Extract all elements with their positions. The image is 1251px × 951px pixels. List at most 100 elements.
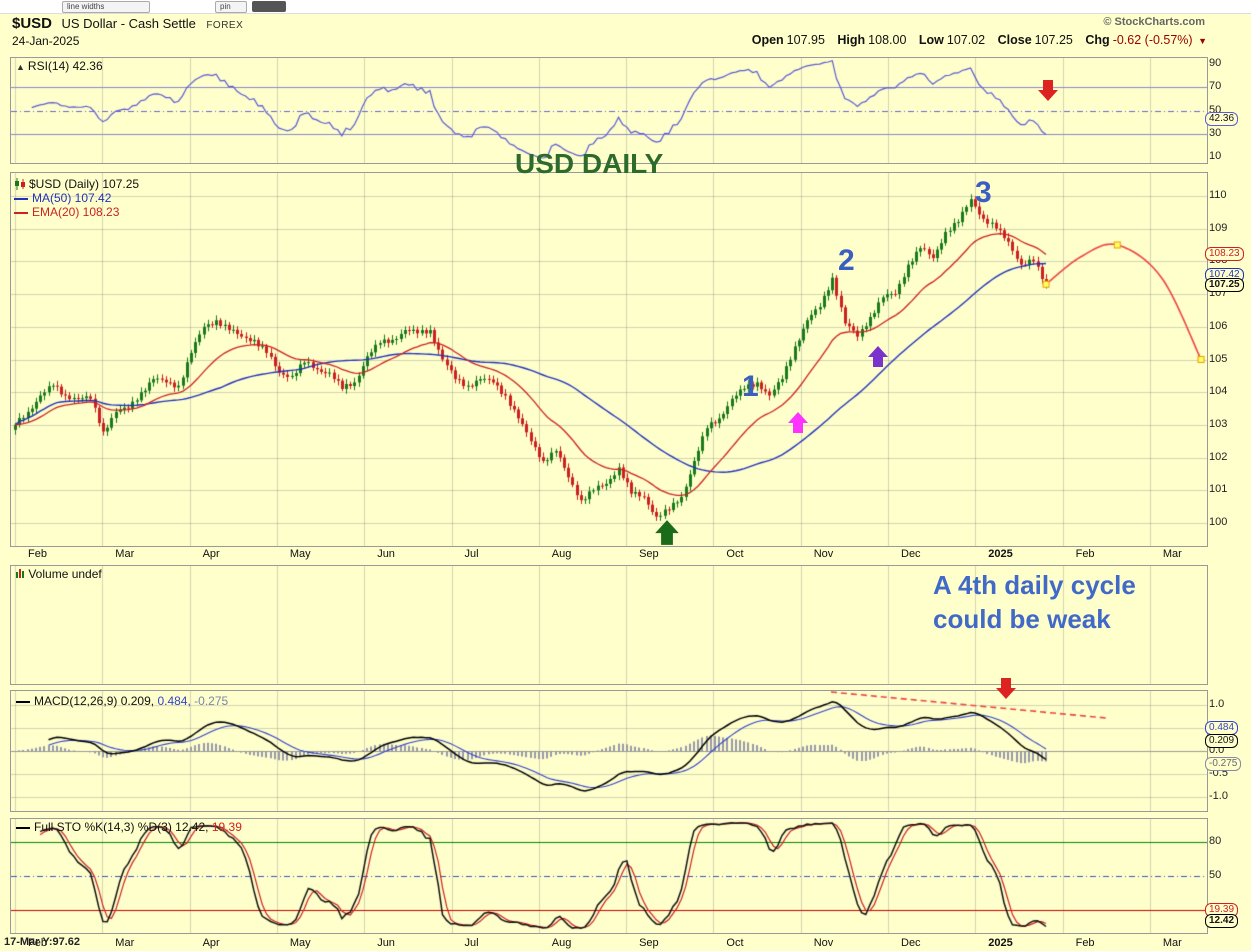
magenta-up-arrow-annotation[interactable] — [788, 412, 808, 433]
close-value: 107.25 — [1034, 33, 1073, 47]
month-label: 2025 — [988, 937, 1013, 949]
price-legend-symbol: $USD (Daily) 107.25 — [14, 177, 139, 191]
stockcharts-credit-link[interactable]: © StockCharts.com — [1103, 16, 1205, 28]
ema-line-swatch — [14, 211, 28, 214]
macd-signal-badge: 0.484 — [1205, 721, 1239, 735]
price-legend-label: $USD (Daily) 107.25 — [29, 177, 140, 191]
month-label: Mar — [115, 548, 135, 560]
month-label: Dec — [901, 937, 921, 949]
rsi-value-badge: 42.36 — [1205, 112, 1239, 126]
month-label: Dec — [901, 548, 921, 560]
rsi-legend: ▲ RSI(14) 42.36 — [16, 59, 103, 73]
quote-row: Open 107.95 High 108.00 Low 107.02 Close 107… — [743, 33, 1207, 47]
month-label: Oct — [726, 937, 744, 949]
purple-up-arrow-annotation[interactable] — [868, 346, 888, 367]
cycle-note-annotation[interactable]: A 4th daily cycle could be weak — [933, 568, 1136, 636]
red-down-arrow-macd-annotation[interactable] — [996, 678, 1016, 699]
macd-legend: MACD(12,26,9) 0.209, 0.484, -0.275 — [16, 694, 228, 708]
macd-line-swatch — [16, 700, 30, 703]
month-label: Jun — [377, 548, 395, 560]
sto-d-value: 19.39 — [211, 820, 242, 834]
ema-legend-label: EMA(20) 108.23 — [32, 205, 120, 219]
axis-label: -1.0 — [1209, 790, 1228, 803]
line-widths-dropdown[interactable]: line widths — [62, 1, 150, 13]
month-label: Mar — [1162, 937, 1182, 949]
high-value: 108.00 — [868, 33, 907, 47]
month-label: Mar — [1162, 548, 1182, 560]
ma-line-swatch — [14, 197, 28, 200]
open-label: Open — [751, 33, 784, 47]
month-label: 2025 — [988, 548, 1013, 560]
low-value: 107.02 — [946, 33, 986, 47]
month-label: Feb — [28, 937, 47, 949]
month-label: Sep — [639, 548, 659, 560]
indicator-icon: ▲ — [16, 62, 25, 72]
month-label: Feb — [1075, 937, 1095, 949]
close-label: Close — [997, 33, 1032, 47]
crosshair-readout: 17-Mar Y:97.62 — [4, 936, 81, 948]
axis-label: 109 — [1209, 221, 1228, 234]
red-down-arrow-rsi-annotation[interactable] — [1038, 80, 1058, 101]
month-label: Aug — [551, 937, 572, 949]
month-label: Aug — [551, 548, 572, 560]
macd-hist-value: -0.275 — [194, 694, 229, 708]
axis-label: 90 — [1209, 56, 1222, 69]
axis-label: 100 — [1209, 516, 1228, 529]
price-panel — [10, 172, 1208, 547]
axis-label: 102 — [1209, 450, 1228, 463]
macd-signal-value: 0.484, — [157, 694, 191, 708]
volume-icon — [16, 567, 25, 581]
down-triangle-icon: ▼ — [1198, 36, 1207, 46]
ema-value-badge: 108.23 — [1205, 247, 1244, 261]
month-label: Jul — [464, 548, 479, 560]
price-canvas — [11, 173, 1207, 546]
chart-title: $USD US Dollar - Cash Settle FOREX — [12, 15, 243, 33]
chg-label: Chg — [1085, 33, 1110, 47]
chart-date: 24-Jan-2025 — [12, 34, 80, 48]
axis-label: 70 — [1209, 80, 1222, 93]
volume-panel — [10, 565, 1208, 685]
macd-canvas — [11, 691, 1207, 811]
rsi-panel — [10, 57, 1208, 164]
month-label: May — [289, 548, 311, 560]
macd-hist-badge: -0.275 — [1205, 757, 1242, 771]
cycle-2-label[interactable]: 2 — [838, 244, 855, 277]
volume-legend: Volume undef — [16, 567, 102, 581]
month-label: May — [289, 937, 311, 949]
ma-legend: MA(50) 107.42 — [14, 191, 111, 205]
pin-button[interactable]: pin — [215, 1, 247, 13]
axis-label: 101 — [1209, 483, 1228, 496]
sto-line-swatch — [16, 826, 30, 829]
sto-name: Full STO %K(14,3) %D(3) — [34, 820, 172, 834]
cycle-note-line2: could be weak — [933, 604, 1111, 634]
axis-label: 105 — [1209, 352, 1228, 365]
cycle-1-label[interactable]: 1 — [742, 370, 759, 403]
candlestick-icon — [15, 178, 25, 190]
month-label: Sep — [639, 937, 659, 949]
axis-label: 50 — [1209, 869, 1222, 881]
stochastics-canvas — [11, 819, 1207, 933]
green-up-arrow-annotation[interactable] — [655, 520, 679, 545]
month-label: Feb — [1075, 548, 1095, 560]
symbol: $USD — [12, 15, 53, 32]
month-label: Oct — [726, 548, 744, 560]
month-label: Apr — [202, 548, 220, 560]
sto-k-value: 12.42, — [175, 820, 209, 834]
usd-daily-annotation[interactable]: USD DAILY — [515, 148, 664, 179]
symbol-name: US Dollar - Cash Settle — [61, 16, 196, 31]
toolbar-dark-button[interactable] — [252, 1, 286, 12]
axis-label: 106 — [1209, 319, 1228, 332]
close-price-badge: 107.25 — [1205, 278, 1244, 292]
month-label: Nov — [813, 548, 834, 560]
cycle-3-label[interactable]: 3 — [975, 176, 992, 209]
exchange-label: FOREX — [206, 20, 244, 31]
month-label: Nov — [813, 937, 834, 949]
axis-label: 110 — [1209, 188, 1227, 201]
axis-label: 103 — [1209, 417, 1228, 430]
rsi-label: RSI(14) 42.36 — [27, 59, 103, 73]
month-label: Mar — [115, 937, 135, 949]
cycle-note-line1: A 4th daily cycle — [933, 570, 1136, 600]
axis-label: 1.0 — [1209, 697, 1225, 710]
volume-canvas — [11, 566, 1207, 684]
